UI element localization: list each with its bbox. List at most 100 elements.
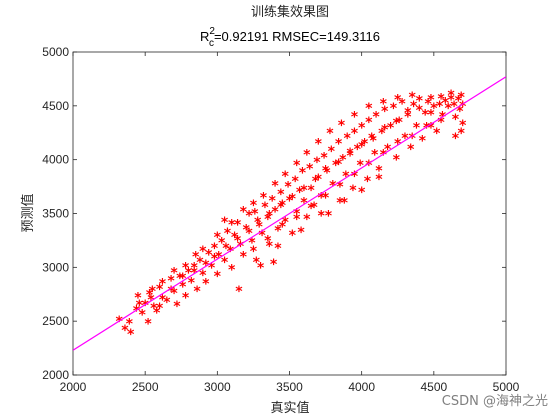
data-point: *: [320, 151, 328, 167]
data-point: *: [398, 97, 406, 113]
data-point: *: [236, 239, 244, 255]
data-point: *: [303, 212, 311, 228]
data-point: *: [365, 115, 373, 131]
data-point: *: [265, 209, 273, 225]
subtitle-r: R: [200, 29, 209, 44]
data-point: *: [350, 126, 358, 142]
data-point: *: [350, 110, 358, 126]
x-tick-labels: 2000 2500 3000 3500 4000 4500 5000: [60, 380, 520, 394]
data-point: *: [210, 252, 218, 268]
data-point: *: [121, 323, 129, 339]
data-point: *: [184, 266, 192, 282]
data-point: *: [259, 190, 267, 206]
data-point: *: [365, 101, 373, 117]
data-point: *: [437, 115, 445, 131]
data-point: *: [242, 223, 250, 239]
y-tick-label: 2500: [42, 314, 69, 328]
data-point: *: [163, 295, 171, 311]
data-point: *: [233, 217, 241, 233]
data-point: *: [418, 133, 426, 149]
data-point: *: [268, 194, 276, 210]
data-point: *: [314, 172, 322, 188]
data-point: *: [173, 299, 181, 315]
data-point: *: [138, 308, 146, 324]
data-point: *: [368, 131, 376, 147]
data-point: *: [125, 316, 133, 332]
data-point: *: [427, 92, 435, 108]
data-point: *: [210, 241, 218, 257]
data-point: *: [375, 172, 383, 188]
data-point: *: [317, 190, 325, 206]
y-tick-labels: 2000 2500 3000 3500 4000 4500 5000: [42, 45, 69, 382]
data-point: *: [305, 161, 313, 177]
data-point: *: [144, 316, 152, 332]
data-point: *: [379, 97, 387, 113]
data-point: *: [458, 99, 466, 115]
data-point: *: [223, 226, 231, 242]
data-point: *: [213, 230, 221, 246]
data-point: *: [187, 275, 195, 291]
data-point: *: [392, 116, 400, 132]
data-point: *: [404, 105, 412, 121]
data-point: *: [278, 219, 286, 235]
data-point: *: [228, 217, 236, 233]
data-point: *: [307, 201, 315, 217]
data-point: *: [148, 284, 156, 300]
data-point: *: [401, 131, 409, 147]
data-point: *: [334, 157, 342, 173]
data-point: *: [357, 185, 365, 201]
fit-line-group: [73, 76, 506, 351]
data-point: *: [317, 209, 325, 225]
data-point: *: [314, 137, 322, 153]
data-point: *: [115, 314, 123, 330]
data-point: *: [415, 103, 423, 119]
data-point: *: [350, 169, 358, 185]
data-point: *: [437, 91, 445, 107]
data-point: *: [249, 198, 257, 214]
data-point: *: [394, 92, 402, 108]
data-point: *: [295, 185, 303, 201]
data-point: *: [199, 244, 207, 260]
data-point: *: [451, 131, 459, 147]
data-point: *: [190, 260, 198, 276]
data-point: *: [277, 200, 285, 216]
data-point: *: [298, 166, 306, 182]
data-point: *: [281, 215, 289, 231]
data-point: *: [193, 284, 201, 300]
data-point: *: [265, 239, 273, 255]
watermark-text: CSDN @海神之光: [442, 394, 548, 409]
data-point: *: [245, 209, 253, 225]
data-point: *: [360, 137, 368, 153]
data-point: *: [271, 179, 279, 195]
data-point: *: [370, 147, 378, 163]
data-point: *: [285, 194, 293, 210]
data-point: *: [261, 200, 269, 216]
data-point: *: [239, 204, 247, 220]
scatter-points: ****************************************…: [115, 88, 467, 343]
data-point: *: [256, 260, 264, 276]
data-point: *: [321, 190, 329, 206]
data-point: *: [415, 93, 423, 109]
data-point: *: [323, 166, 331, 182]
data-point: *: [346, 146, 354, 162]
data-point: *: [134, 290, 142, 306]
data-point: *: [274, 241, 282, 257]
data-point: *: [340, 196, 348, 212]
data-point: *: [424, 97, 432, 113]
data-point: *: [412, 120, 420, 136]
data-point: *: [303, 147, 311, 163]
data-point: *: [357, 140, 365, 156]
data-point: *: [386, 120, 394, 136]
data-point: *: [381, 104, 389, 120]
data-point: *: [181, 260, 189, 276]
data-point: *: [235, 284, 243, 300]
data-point: *: [158, 293, 166, 309]
data-point: *: [176, 271, 184, 287]
data-point: *: [278, 198, 286, 214]
data-point: *: [458, 118, 466, 134]
data-point: *: [292, 207, 300, 223]
data-point: *: [264, 212, 272, 228]
fit-line: [73, 76, 506, 351]
data-point: *: [281, 169, 289, 185]
